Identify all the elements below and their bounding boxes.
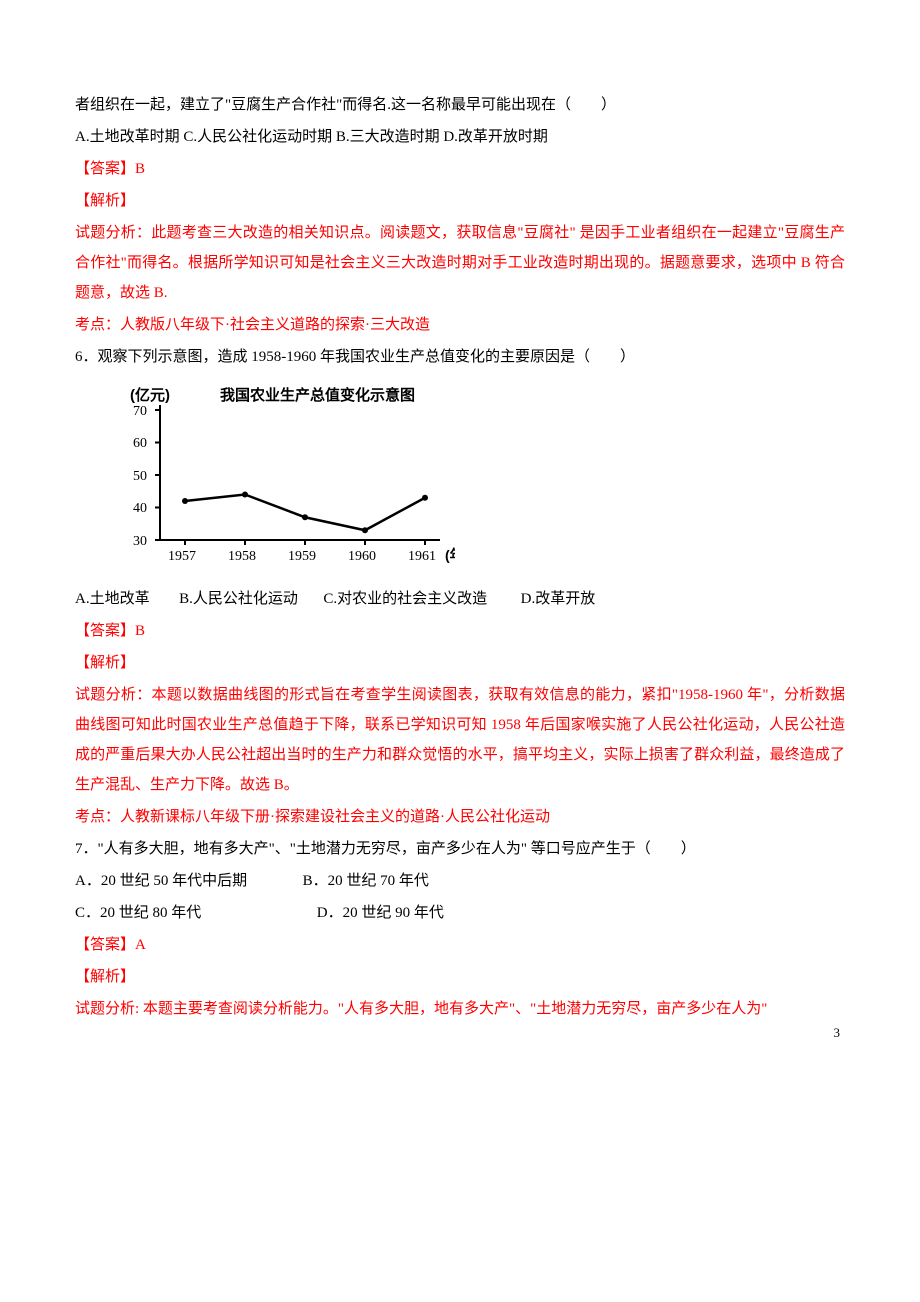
- q5-answer: 【答案】B: [75, 154, 845, 184]
- data-point-3: [362, 527, 368, 533]
- chart-y-axis-label: (亿元): [130, 386, 170, 404]
- q6-stem: 6．观察下列示意图，造成 1958-1960 年我国农业生产总值变化的主要原因是…: [75, 342, 845, 372]
- q5-stem-continuation: 者组织在一起，建立了"豆腐生产合作社"而得名.这一名称最早可能出现在（ ）: [75, 90, 845, 120]
- q7-option-b: B．20 世纪 70 年代: [303, 873, 429, 889]
- q7-options-row1: A．20 世纪 50 年代中后期 B．20 世纪 70 年代: [75, 866, 845, 896]
- line-chart-svg: (亿元) 我国农业生产总值变化示意图 30 40 50 60 70 1957 1…: [105, 380, 455, 565]
- q6-options: A.土地改革 B.人民公社化运动 C.对农业的社会主义改造 D.改革开放: [75, 584, 845, 614]
- q7-option-a: A．20 世纪 50 年代中后期: [75, 873, 247, 889]
- ytick-label-60: 60: [133, 436, 147, 451]
- q7-option-c: C．20 世纪 80 年代: [75, 905, 201, 921]
- q6-option-b: B.人民公社化运动: [179, 591, 298, 607]
- q7-options-row2: C．20 世纪 80 年代 D．20 世纪 90 年代: [75, 898, 845, 928]
- q6-answer: 【答案】B: [75, 616, 845, 646]
- ytick-label-50: 50: [133, 469, 147, 484]
- chart-x-axis-label: (年): [445, 547, 455, 563]
- xtick-label-1: 1958: [228, 549, 256, 564]
- q6-analysis-label: 【解析】: [75, 648, 845, 678]
- data-point-4: [422, 495, 428, 501]
- q7-analysis-label: 【解析】: [75, 962, 845, 992]
- q5-options: A.土地改革时期 C.人民公社化运动时期 B.三大改造时期 D.改革开放时期: [75, 122, 845, 152]
- q6-chart: (亿元) 我国农业生产总值变化示意图 30 40 50 60 70 1957 1…: [105, 380, 845, 576]
- data-point-0: [182, 498, 188, 504]
- xtick-label-2: 1959: [288, 549, 316, 564]
- q5-kaodian: 考点：人教版八年级下·社会主义道路的探索·三大改造: [75, 310, 845, 340]
- q7-answer: 【答案】A: [75, 930, 845, 960]
- ytick-label-70: 70: [133, 404, 147, 419]
- data-line: [185, 495, 425, 531]
- chart-title: 我国农业生产总值变化示意图: [220, 386, 415, 404]
- data-point-1: [242, 492, 248, 498]
- q5-analysis-label: 【解析】: [75, 186, 845, 216]
- page-number: 3: [834, 1020, 841, 1046]
- ytick-label-40: 40: [133, 501, 147, 516]
- q7-stem: 7．"人有多大胆，地有多大产"、"土地潜力无穷尽，亩产多少在人为" 等口号应产生…: [75, 834, 845, 864]
- data-point-2: [302, 514, 308, 520]
- q6-analysis-body: 试题分析：本题以数据曲线图的形式旨在考查学生阅读图表，获取有效信息的能力，紧扣"…: [75, 680, 845, 800]
- xtick-label-4: 1961: [408, 549, 436, 564]
- xtick-label-0: 1957: [168, 549, 196, 564]
- q7-analysis-body: 试题分析: 本题主要考查阅读分析能力。"人有多大胆，地有多大产"、"土地潜力无穷…: [75, 994, 845, 1024]
- q7-option-d: D．20 世纪 90 年代: [317, 905, 444, 921]
- q6-kaodian: 考点：人教新课标八年级下册·探索建设社会主义的道路·人民公社化运动: [75, 802, 845, 832]
- xtick-label-3: 1960: [348, 549, 376, 564]
- q5-analysis-body: 试题分析：此题考查三大改造的相关知识点。阅读题文，获取信息"豆腐社" 是因手工业…: [75, 218, 845, 308]
- q6-option-c: C.对农业的社会主义改造: [323, 591, 487, 607]
- q6-option-d: D.改革开放: [521, 591, 596, 607]
- q6-option-a: A.土地改革: [75, 591, 150, 607]
- ytick-label-30: 30: [133, 534, 147, 549]
